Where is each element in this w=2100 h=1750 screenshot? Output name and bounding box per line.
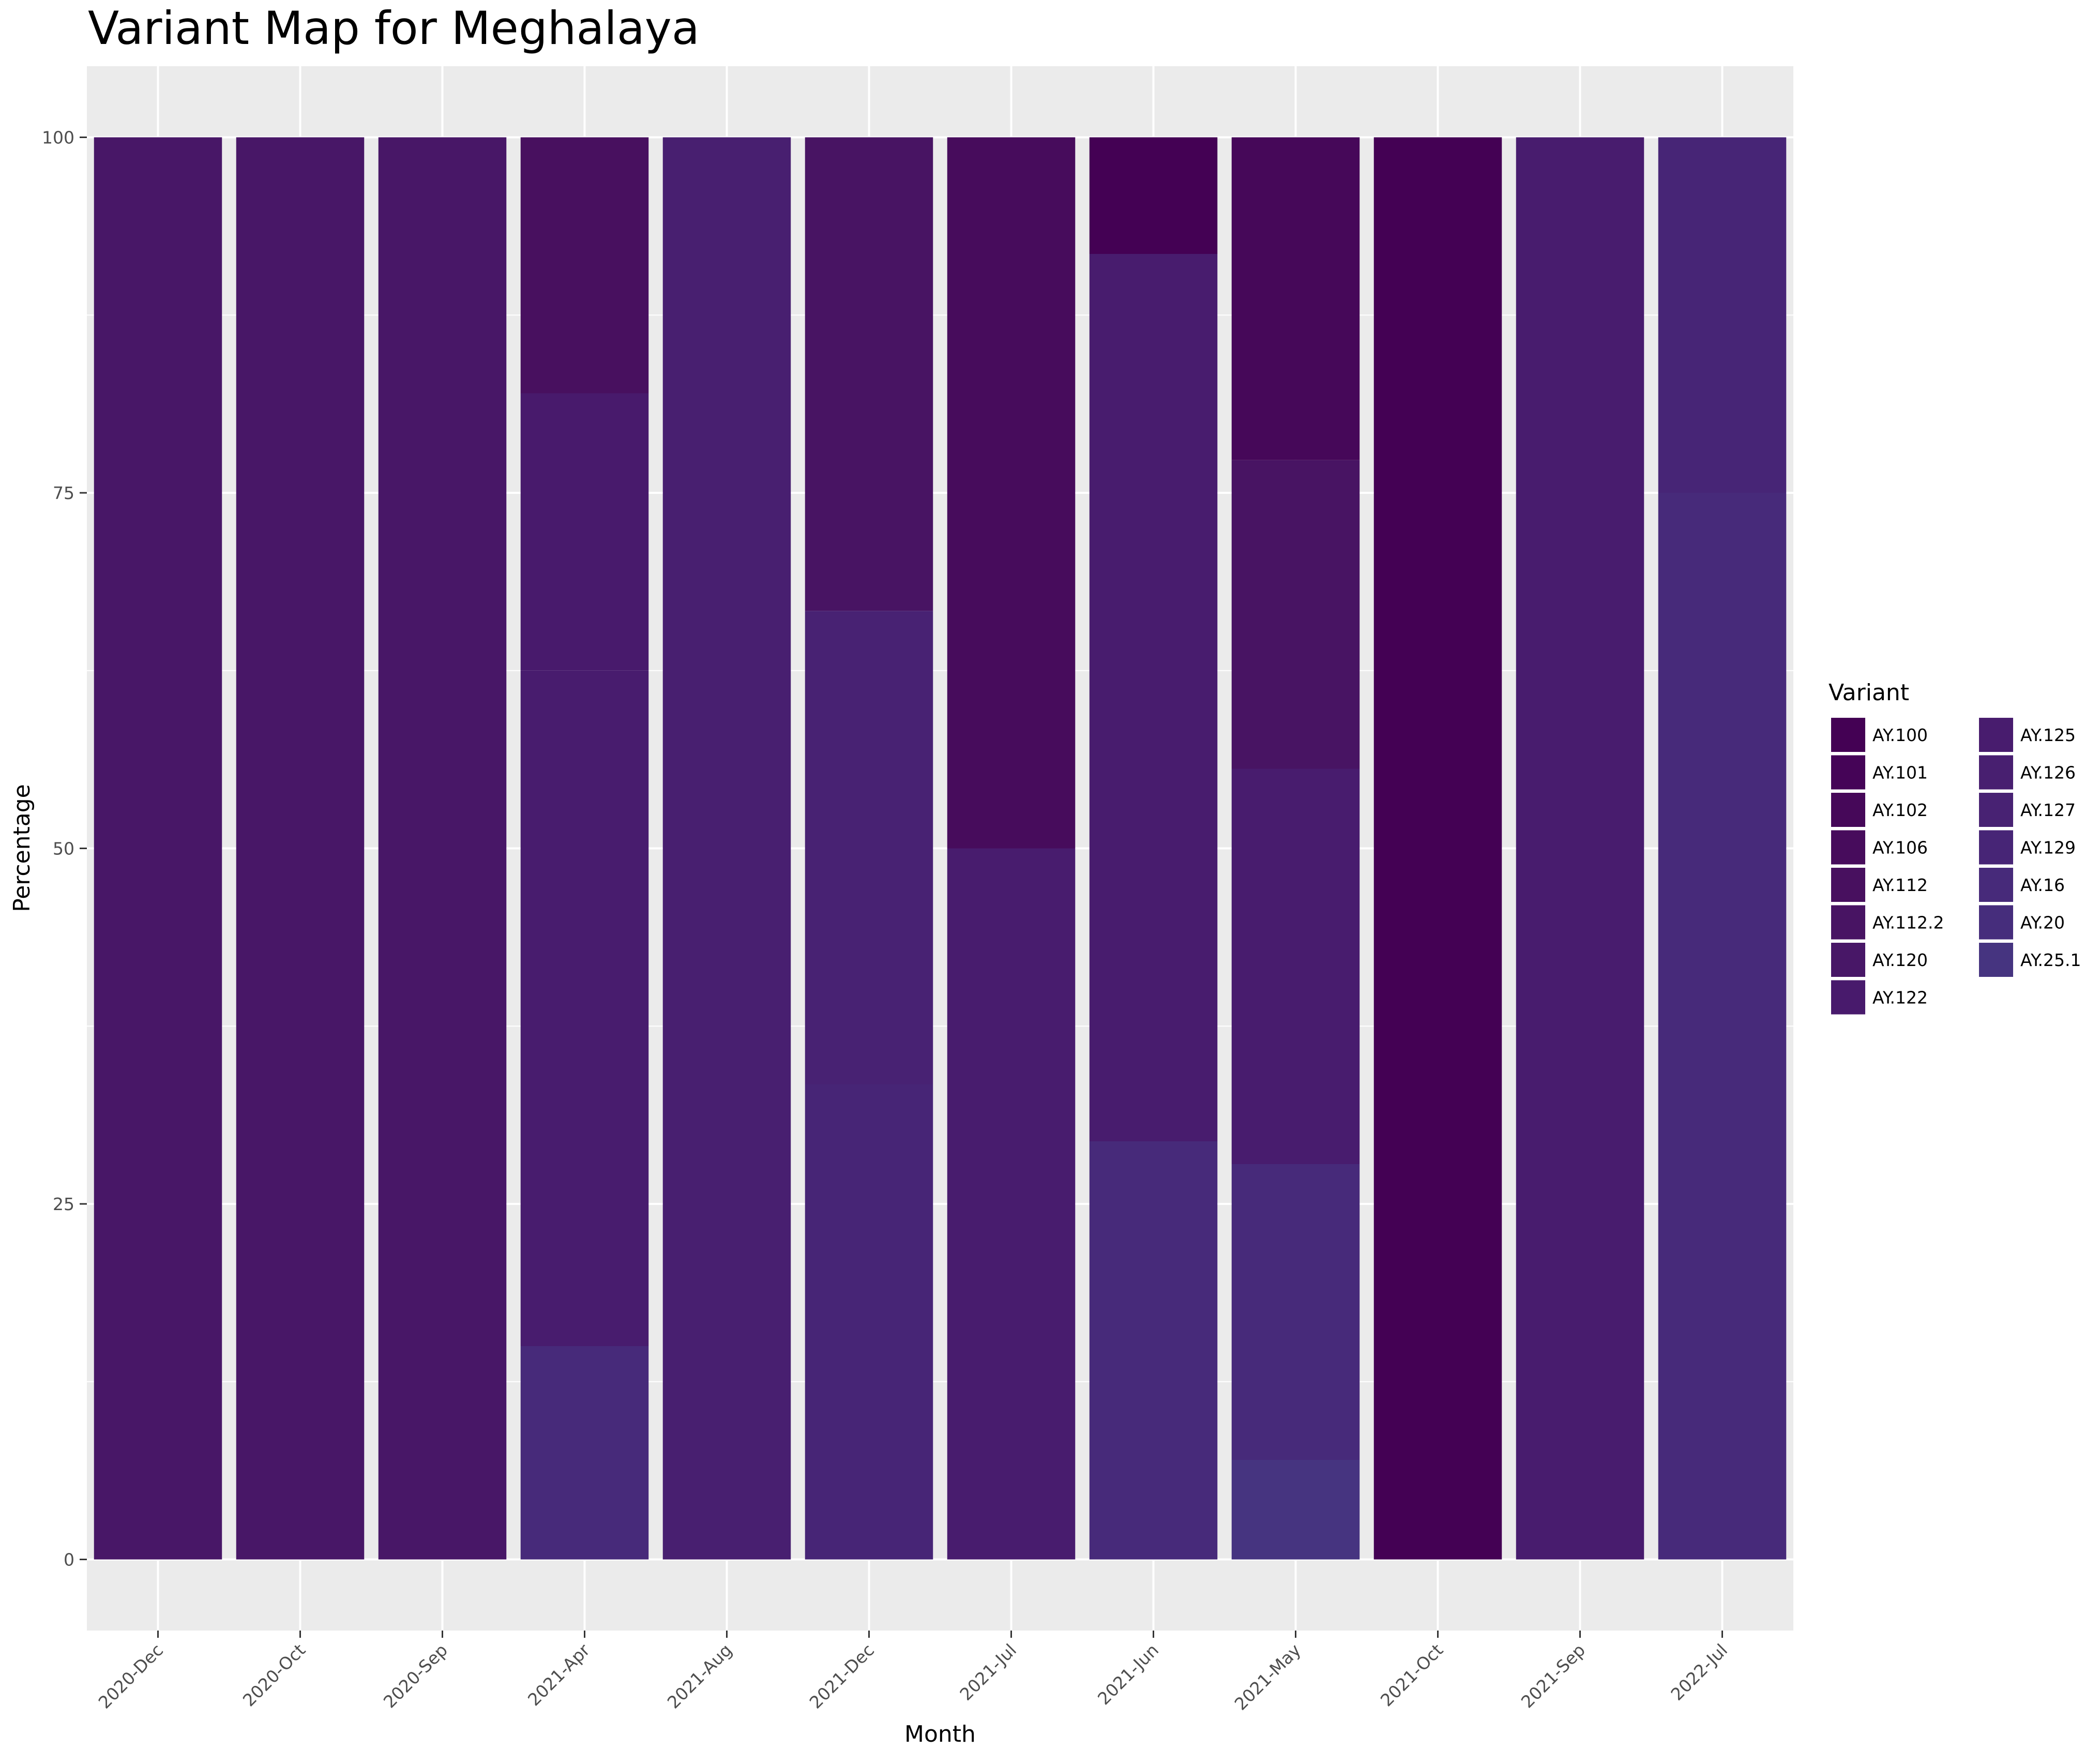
bar-segment <box>805 1084 933 1560</box>
bar-segment <box>805 611 933 1084</box>
y-tick-label: 100 <box>42 128 74 148</box>
bar-segment <box>662 137 791 1560</box>
x-tick-label: 2021-Jun <box>1094 1640 1162 1709</box>
bar-segment <box>1231 768 1360 1164</box>
bar-segment <box>1373 137 1502 1560</box>
chart-title: Variant Map for Meghalaya <box>88 2 700 55</box>
bar-segment <box>378 137 507 1560</box>
y-tick-label: 25 <box>53 1194 74 1214</box>
x-tick-label: 2021-Dec <box>806 1640 879 1713</box>
legend-label: AY.120 <box>1872 950 1928 970</box>
x-tick-label: 2021-Sep <box>1517 1640 1589 1712</box>
x-axis-title: Month <box>904 1721 976 1747</box>
y-axis: 0 25 50 75 100 <box>42 128 87 1570</box>
legend-key <box>1831 718 1865 752</box>
legend-label: AY.100 <box>1872 725 1928 745</box>
legend-label: AY.25.1 <box>2020 950 2081 970</box>
legend-key <box>1979 943 2013 977</box>
legend-label: AY.20 <box>2020 913 2065 933</box>
bar-segment <box>947 848 1076 1560</box>
legend-label: AY.127 <box>2020 800 2076 820</box>
y-tick-label: 0 <box>64 1550 74 1570</box>
legend-label: AY.101 <box>1872 763 1928 783</box>
legend-key <box>1979 718 2013 752</box>
bar-segment <box>1231 137 1360 460</box>
bars <box>94 137 1787 1560</box>
legend-key <box>1979 755 2013 790</box>
legend-key <box>1979 905 2013 940</box>
x-tick-label: 2021-Aug <box>663 1640 736 1712</box>
bar-segment <box>1231 1460 1360 1560</box>
legend-label: AY.106 <box>1872 838 1928 858</box>
legend-key <box>1831 868 1865 902</box>
bar-segment <box>520 670 649 1346</box>
y-tick-label: 50 <box>53 839 74 859</box>
legend-key <box>1979 793 2013 827</box>
legend-key <box>1831 755 1865 790</box>
x-tick-label: 2022-Jul <box>1667 1640 1731 1704</box>
legend-label: AY.102 <box>1872 800 1928 820</box>
bar-segment <box>94 137 222 1560</box>
legend: Variant AY.100 AY.101 AY.102 AY.106 AY.112 AY… <box>1829 680 2081 1015</box>
x-tick-label: 2021-Apr <box>524 1640 594 1710</box>
bar-segment <box>805 137 933 611</box>
legend-key <box>1831 793 1865 827</box>
bar-segment <box>1089 1141 1218 1560</box>
x-axis: 2020-Dec 2020-Oct 2020-Sep 2021-Apr 2021-Aug… <box>95 1631 1731 1714</box>
y-axis-title: Percentage <box>9 784 35 912</box>
bar-segment <box>1658 493 1787 1560</box>
legend-label: AY.122 <box>1872 988 1928 1008</box>
bar-segment <box>947 137 1076 849</box>
legend-label: AY.129 <box>2020 838 2076 858</box>
legend-label: AY.126 <box>2020 763 2076 783</box>
x-tick-label: 2020-Dec <box>95 1640 168 1713</box>
legend-label: AY.125 <box>2020 725 2076 745</box>
y-tick-label: 75 <box>53 483 74 503</box>
bar-segment <box>236 137 365 1560</box>
bar-segment <box>520 137 649 394</box>
legend-key <box>1979 868 2013 902</box>
x-tick-label: 2021-May <box>1231 1640 1305 1714</box>
bar-segment <box>520 1346 649 1560</box>
bar-segment <box>1516 137 1644 1560</box>
x-tick-label: 2021-Jul <box>956 1640 1020 1704</box>
legend-key <box>1831 943 1865 977</box>
x-tick-label: 2021-Oct <box>1377 1640 1447 1710</box>
bar-segment <box>1658 137 1787 493</box>
legend-key <box>1831 905 1865 940</box>
bar-segment <box>1089 137 1218 254</box>
legend-label: AY.112.2 <box>1872 913 1944 933</box>
legend-label: AY.112 <box>1872 875 1928 895</box>
x-tick-label: 2020-Sep <box>380 1640 451 1712</box>
bar-segment <box>1089 254 1218 1141</box>
legend-title: Variant <box>1829 680 1909 706</box>
bar-segment <box>520 393 649 671</box>
x-tick-label: 2020-Oct <box>239 1640 309 1710</box>
legend-key <box>1831 980 1865 1015</box>
legend-label: AY.16 <box>2020 875 2065 895</box>
legend-key <box>1831 830 1865 865</box>
bar-segment <box>1231 460 1360 769</box>
bar-segment <box>1231 1164 1360 1460</box>
legend-key <box>1979 830 2013 865</box>
